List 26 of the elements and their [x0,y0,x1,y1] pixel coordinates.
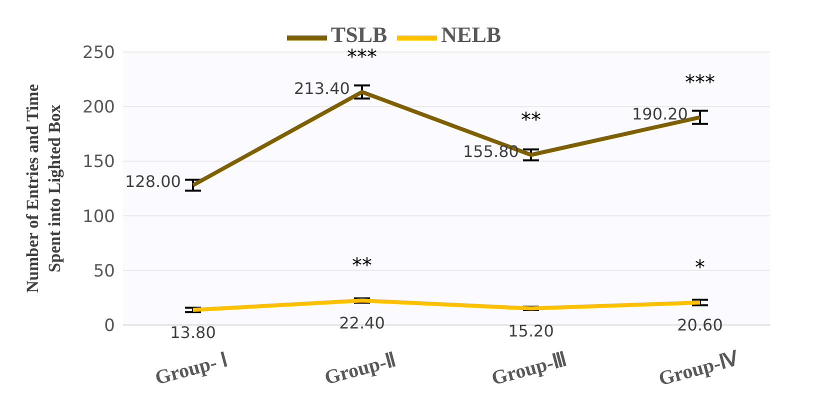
legend-label: TSLB [330,22,388,47]
y-tick-label: 100 [82,206,115,227]
data-label: 13.80 [170,322,216,342]
data-label: 20.60 [677,316,723,335]
y-axis-title: Number of Entries and Time Spent into Lighted Box [23,84,64,293]
data-label: 213.40 [294,78,350,98]
y-tick-label: 150 [82,152,115,172]
annotation: *** [347,44,377,68]
y-tick-label: 250 [82,43,115,64]
y-tick-label: 0 [104,316,115,336]
x-tick-label: Group-Ⅲ [489,348,570,390]
annotation: ** [521,107,541,132]
data-label: 22.40 [339,314,385,333]
x-tick-label: Group-Ⅱ [322,349,399,390]
y-tick-label: 50 [93,261,115,282]
line-series [191,298,702,312]
y-tick-label: 200 [82,98,115,118]
annotation: *** [685,70,715,94]
data-label: 190.20 [632,104,688,124]
annotation: ** [352,253,372,278]
data-label: 155.80 [463,142,519,161]
legend-label: NELB [441,22,502,47]
x-tick-label: Group- Ⅰ [152,349,230,390]
data-label: 128.00 [125,172,181,192]
data-label: 15.20 [508,321,554,340]
annotation: * [695,254,705,279]
